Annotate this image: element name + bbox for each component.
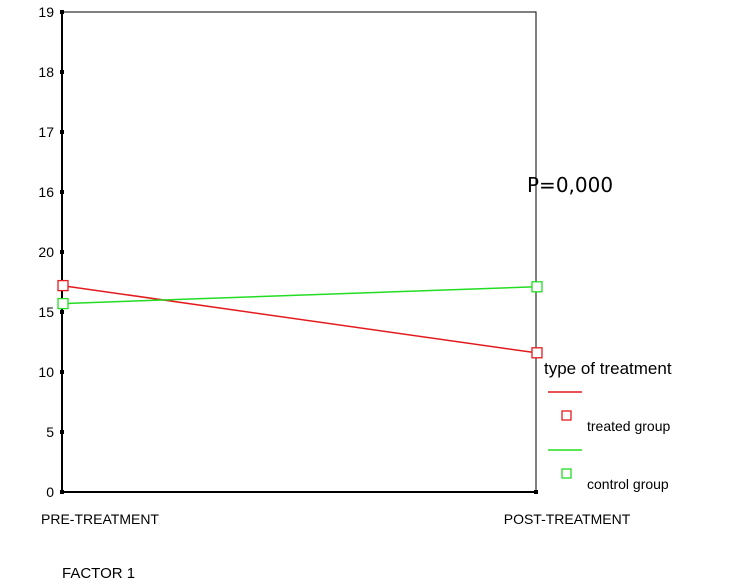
y-tick-mark	[60, 430, 64, 434]
y-tick-label: 20	[38, 244, 54, 260]
x-tick-label: POST-TREATMENT	[504, 511, 631, 527]
x-axis-title: FACTOR 1	[62, 565, 135, 582]
series-line-treated	[61, 284, 537, 354]
plot-border	[61, 11, 537, 493]
y-tick-label: 5	[46, 424, 54, 440]
data-point-marker	[57, 279, 69, 292]
legend-swatch-marker	[561, 410, 572, 421]
y-tick-mark	[60, 10, 64, 14]
legend: type of treatment treated group control g…	[544, 359, 672, 492]
x-axis: PRE-TREATMENT POST-TREATMENT	[41, 490, 631, 527]
data-point-marker	[57, 297, 69, 310]
data-point-marker	[531, 281, 543, 293]
legend-label: control group	[587, 476, 669, 492]
y-tick-label: 16	[38, 184, 54, 200]
y-tick-mark	[60, 370, 64, 374]
series-markers	[57, 279, 543, 359]
y-tick-label: 10	[38, 364, 54, 380]
y-tick-mark	[60, 130, 64, 134]
x-tick-mark	[60, 490, 64, 494]
y-tick-label: 15	[38, 304, 54, 320]
legend-title: type of treatment	[544, 359, 672, 378]
y-tick-mark	[60, 310, 64, 314]
legend-label: treated group	[587, 418, 670, 434]
y-tick-mark	[60, 250, 64, 254]
y-tick-mark	[60, 190, 64, 194]
y-tick-label: 19	[38, 4, 54, 20]
y-tick-label: 0	[46, 484, 54, 500]
data-point-marker	[531, 347, 543, 359]
legend-swatch-marker	[561, 468, 572, 479]
plot-frame	[61, 11, 537, 493]
x-tick-label: PRE-TREATMENT	[41, 511, 159, 527]
y-tick-mark	[60, 70, 64, 74]
y-tick-label: 18	[38, 64, 54, 80]
x-tick-mark	[534, 490, 538, 494]
series-lines	[61, 284, 537, 354]
series-line-control	[61, 286, 537, 305]
p-value-annotation: P=0,000	[527, 173, 613, 197]
y-axis: 0 5 10 15 20 16 17 18 19	[38, 4, 64, 500]
y-tick-label: 17	[38, 124, 54, 140]
